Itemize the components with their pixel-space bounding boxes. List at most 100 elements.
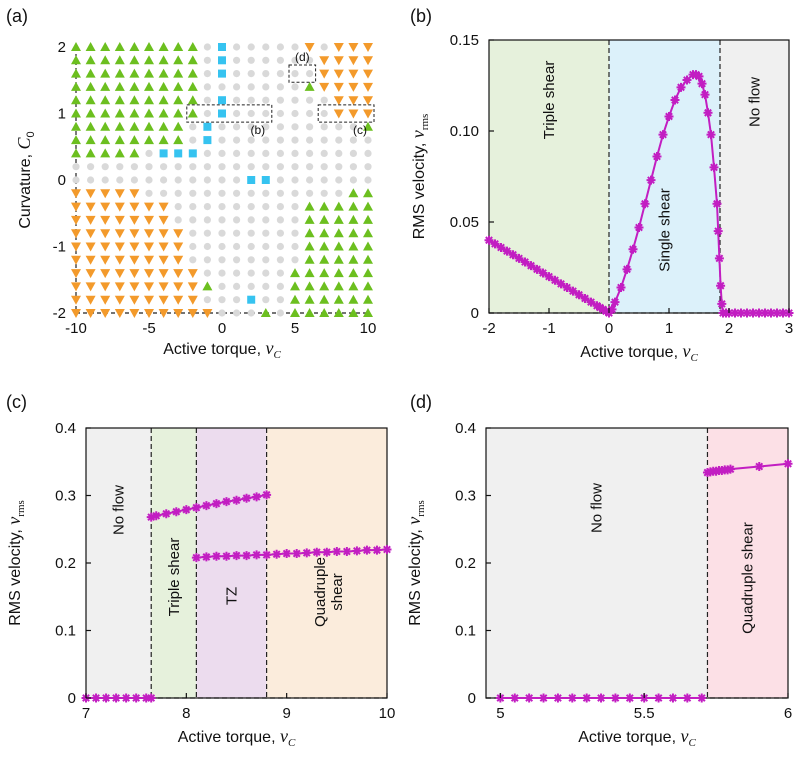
- marker-circle: [276, 123, 284, 131]
- marker-triangle-up: [319, 254, 330, 264]
- marker-circle: [306, 176, 314, 184]
- marker-circle: [335, 136, 343, 144]
- marker-circle: [291, 189, 299, 197]
- marker-triangle-up: [333, 268, 344, 278]
- marker-circle: [233, 96, 241, 104]
- x-tick-label: 3: [785, 320, 793, 337]
- marker-square: [218, 109, 226, 118]
- data-point: [101, 693, 111, 703]
- data-point: [242, 551, 252, 561]
- marker-triangle-down: [187, 282, 198, 292]
- y-tick-label: 0: [58, 172, 66, 189]
- marker-triangle-down: [158, 295, 169, 305]
- marker-square: [218, 69, 226, 78]
- x-tick-label: 8: [182, 705, 190, 722]
- data-point: [654, 693, 664, 703]
- marker-circle: [145, 176, 153, 184]
- marker-triangle-down: [333, 96, 344, 106]
- marker-square: [261, 176, 270, 184]
- data-point: [201, 501, 211, 511]
- marker-circle: [349, 123, 357, 131]
- data-point: [562, 283, 572, 293]
- marker-triangle-down: [363, 43, 373, 52]
- marker-triangle-up: [71, 55, 81, 65]
- marker-triangle-down: [129, 215, 140, 225]
- marker-triangle-up: [304, 228, 315, 238]
- data-point: [748, 308, 758, 318]
- marker-triangle-down: [363, 56, 373, 66]
- marker-triangle-up: [100, 95, 111, 105]
- marker-circle: [116, 163, 124, 171]
- marker-circle: [218, 203, 226, 211]
- marker-triangle-down: [129, 309, 140, 318]
- marker-circle: [233, 43, 241, 51]
- marker-circle: [291, 123, 299, 131]
- marker-circle: [218, 163, 226, 171]
- marker-triangle-up: [348, 254, 359, 264]
- marker-circle: [203, 229, 211, 237]
- marker-triangle-up: [114, 148, 125, 158]
- marker-circle: [276, 229, 284, 237]
- marker-triangle-up: [100, 135, 111, 145]
- marker-triangle-up: [173, 68, 184, 78]
- marker-circle: [291, 96, 299, 104]
- marker-triangle-down: [85, 269, 96, 279]
- marker-circle: [291, 70, 299, 78]
- marker-triangle-up: [158, 68, 169, 78]
- marker-triangle-down: [85, 295, 96, 305]
- marker-circle: [160, 176, 168, 184]
- marker-triangle-up: [319, 268, 330, 278]
- x-tick-label: 0: [605, 320, 613, 337]
- marker-triangle-up: [304, 281, 315, 291]
- marker-triangle-down: [129, 242, 140, 252]
- data-point: [302, 548, 312, 558]
- data-point: [646, 175, 656, 185]
- marker-triangle-up: [348, 228, 359, 238]
- inset-label: (b): [250, 123, 265, 137]
- data-point: [640, 199, 650, 209]
- marker-triangle-up: [348, 281, 359, 291]
- marker-square: [203, 122, 212, 131]
- marker-circle: [364, 163, 372, 171]
- marker-circle: [247, 163, 255, 171]
- data-point: [634, 222, 644, 232]
- y-axis-label: RMS velocity, vrms: [408, 114, 431, 240]
- marker-circle: [320, 109, 328, 118]
- marker-triangle-up: [144, 108, 154, 118]
- marker-triangle-up: [71, 148, 81, 158]
- marker-triangle-down: [100, 202, 111, 212]
- marker-circle: [145, 189, 153, 197]
- inset-box: [186, 104, 273, 123]
- marker-triangle-down: [71, 189, 81, 199]
- marker-circle: [262, 216, 270, 224]
- marker-circle: [262, 56, 270, 64]
- marker-triangle-up: [333, 281, 344, 291]
- marker-triangle-up: [100, 68, 111, 78]
- marker-circle: [189, 176, 197, 184]
- marker-circle: [189, 242, 197, 251]
- x-tick-label: -5: [142, 320, 155, 337]
- data-point: [201, 552, 211, 562]
- marker-triangle-down: [348, 69, 359, 79]
- marker-circle: [291, 229, 299, 237]
- marker-triangle-up: [158, 108, 169, 118]
- data-point: [524, 693, 534, 703]
- marker-triangle-up: [290, 294, 300, 304]
- x-axis-label: Active torque, νC: [578, 726, 696, 749]
- marker-triangle-up: [348, 201, 359, 211]
- marker-triangle-up: [114, 81, 125, 91]
- marker-triangle-up: [363, 201, 373, 211]
- marker-circle: [203, 43, 211, 51]
- marker-circle: [335, 189, 343, 197]
- marker-triangle-up: [129, 95, 140, 105]
- x-tick-label: 10: [360, 320, 377, 337]
- marker-triangle-down: [144, 282, 154, 292]
- marker-circle: [291, 256, 299, 264]
- marker-circle: [233, 123, 241, 131]
- marker-circle: [247, 123, 255, 131]
- marker-triangle-up: [363, 214, 373, 224]
- marker-circle: [276, 296, 284, 304]
- marker-triangle-up: [290, 281, 300, 291]
- marker-triangle-down: [333, 43, 344, 52]
- marker-circle: [203, 83, 211, 91]
